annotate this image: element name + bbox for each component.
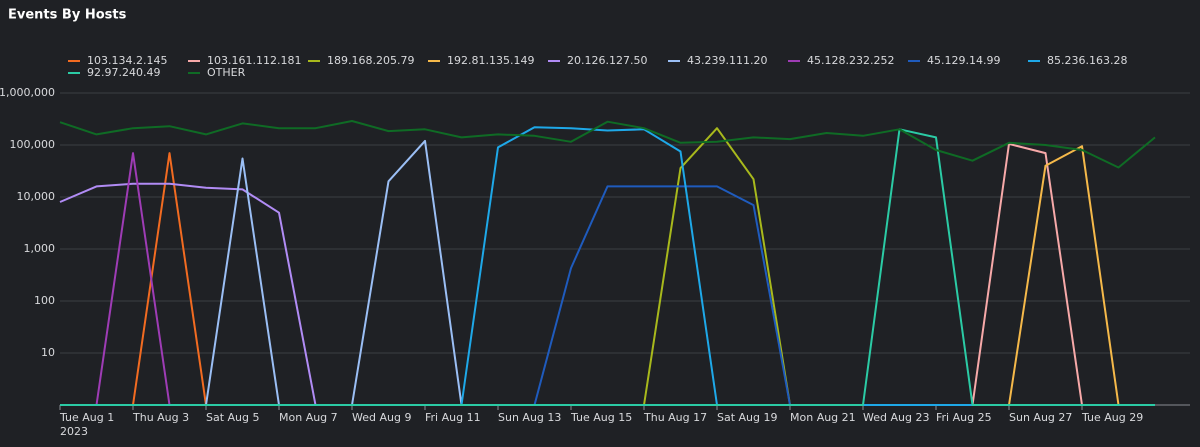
x-tick-label: Thu Aug 17 — [643, 411, 707, 424]
x-tick-label: Sun Aug 27 — [1009, 411, 1072, 424]
legend-label: 103.134.2.145 — [87, 54, 167, 67]
y-tick-label: 10 — [41, 346, 55, 359]
x-tick-label: Sat Aug 5 — [206, 411, 260, 424]
y-tick-label: 1,000,000 — [0, 86, 55, 99]
legend-label: 45.128.232.252 — [807, 54, 894, 67]
y-tick-label: 100 — [34, 294, 55, 307]
legend-label: 43.239.111.20 — [687, 54, 767, 67]
x-tick-label: Mon Aug 21 — [790, 411, 856, 424]
legend-label: 189.168.205.79 — [327, 54, 414, 67]
x-tick-label: Mon Aug 7 — [279, 411, 338, 424]
legend-label: OTHER — [207, 66, 246, 79]
x-tick-label: Fri Aug 11 — [425, 411, 481, 424]
legend-label: 20.126.127.50 — [567, 54, 647, 67]
x-tick-label: Thu Aug 3 — [132, 411, 189, 424]
x-tick-label: Tue Aug 29 — [1081, 411, 1143, 424]
y-tick-label: 100,000 — [10, 138, 56, 151]
y-tick-label: 1,000 — [24, 242, 56, 255]
legend-label: 45.129.14.99 — [927, 54, 1000, 67]
legend-label: 92.97.240.49 — [87, 66, 160, 79]
legend-label: 85.236.163.28 — [1047, 54, 1127, 67]
x-tick-label: Tue Aug 1 — [59, 411, 114, 424]
legend-label: 192.81.135.149 — [447, 54, 534, 67]
chart-title: Events By Hosts — [8, 8, 127, 23]
x-tick-label: Sun Aug 13 — [498, 411, 561, 424]
x-year-label: 2023 — [60, 425, 88, 438]
series-line — [60, 128, 1155, 406]
y-tick-label: 10,000 — [17, 190, 56, 203]
x-tick-label: Fri Aug 25 — [936, 411, 992, 424]
x-tick-label: Wed Aug 9 — [352, 411, 411, 424]
legend-label: 103.161.112.181 — [207, 54, 301, 67]
series-line — [59, 120, 1156, 169]
x-tick-label: Tue Aug 15 — [570, 411, 632, 424]
x-tick-label: Sat Aug 19 — [717, 411, 778, 424]
x-tick-label: Wed Aug 23 — [863, 411, 929, 424]
